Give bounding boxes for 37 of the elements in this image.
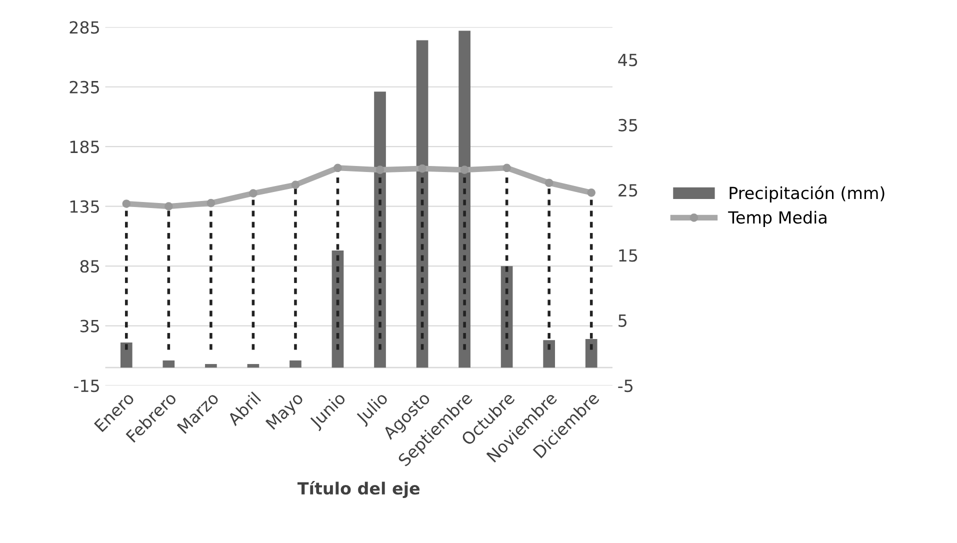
bar [543,340,555,368]
bar [120,342,132,368]
point [206,198,216,208]
y2-tick-label: 25 [618,184,638,197]
bar [247,364,260,368]
point [587,188,596,197]
bar [162,360,175,368]
y-tick-label: -15 [74,380,99,392]
x-axis-title: Título del eje [297,481,420,498]
point [291,180,300,190]
y2-tick-label: 45 [618,54,638,66]
bar [290,360,302,368]
point [334,164,342,172]
legend-label: Precipitación (mm) [730,186,884,203]
point [376,166,384,174]
y-tick-label: 35 [80,320,99,332]
y-tick-label: 135 [70,200,99,213]
point [164,202,173,211]
y2-tick-label: -5 [618,380,633,392]
y-tick-label: 85 [80,260,99,273]
y2-tick-label: 15 [619,249,638,262]
bar [458,30,470,368]
point [122,200,131,208]
bar [585,338,598,368]
y-tick-label: 185 [70,140,99,154]
point [249,189,258,198]
y2-tick-label: 5 [618,314,626,327]
bar [205,364,217,368]
y2-tick-label: 35 [618,118,638,132]
y-tick-label: 285 [70,21,99,34]
point [502,164,511,172]
y-tick-label: 235 [70,80,99,94]
legend-label: Temp Media [728,210,826,227]
bar [416,40,428,368]
point [418,164,426,173]
point [544,178,554,188]
point [460,166,469,174]
